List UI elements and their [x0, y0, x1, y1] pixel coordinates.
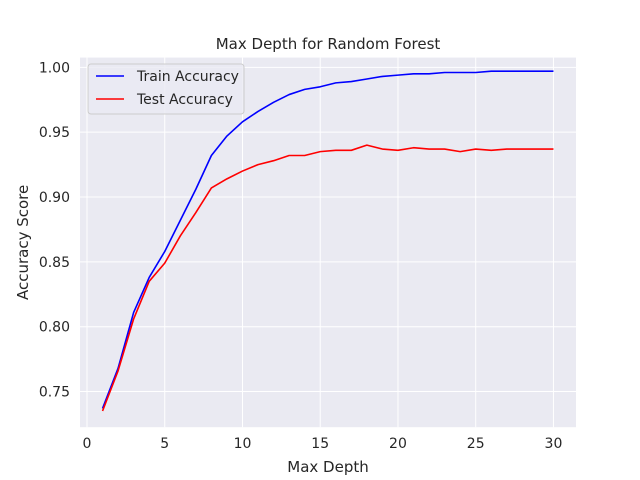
- legend-box: [87, 63, 245, 115]
- y-ticks: 0.75 0.80 0.85 0.90 0.95 1.00: [39, 60, 70, 400]
- x-tick-label: 10: [234, 436, 252, 452]
- y-tick-label: 0.80: [39, 320, 70, 336]
- chart-title: Max Depth for Random Forest: [216, 35, 441, 53]
- x-tick-label: 20: [389, 436, 407, 452]
- y-axis-title: Accuracy Score: [14, 185, 32, 300]
- y-tick-label: 0.75: [39, 385, 70, 401]
- x-axis-title: Max Depth: [287, 458, 368, 476]
- series-line-test-accuracy: [101, 144, 554, 412]
- y-tick-label: 0.90: [39, 190, 70, 206]
- x-tick-label: 25: [467, 436, 485, 452]
- y-tick-label: 0.95: [39, 125, 70, 141]
- series-line-train-accuracy: [101, 70, 554, 409]
- y-tick-label: 1.00: [39, 60, 70, 76]
- plot-area: [80, 57, 576, 428]
- legend: Train Accuracy Test Accuracy: [87, 63, 245, 115]
- legend-label-train-accuracy: Train Accuracy: [136, 69, 239, 85]
- y-tick-label: 0.85: [39, 255, 70, 271]
- x-tick-label: 0: [83, 436, 92, 452]
- x-tick-label: 5: [160, 436, 169, 452]
- legend-label-test-accuracy: Test Accuracy: [136, 92, 233, 108]
- series-lines: [101, 70, 554, 412]
- x-tick-label: 15: [311, 436, 329, 452]
- x-ticks: 0 5 10 15 20 25 30: [83, 436, 563, 452]
- x-tick-label: 30: [545, 436, 563, 452]
